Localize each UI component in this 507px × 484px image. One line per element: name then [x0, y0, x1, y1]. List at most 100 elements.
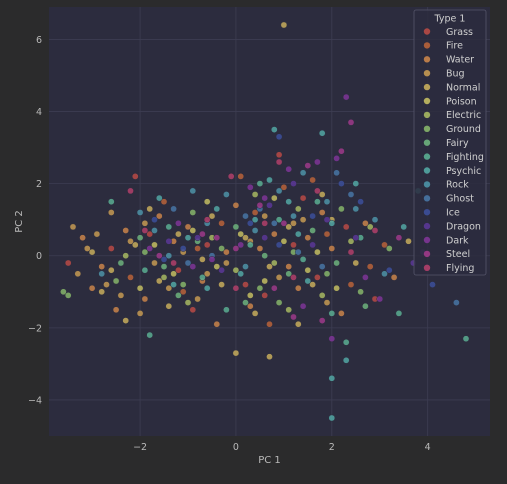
data-point-fairy [261, 252, 269, 260]
data-point-steel [213, 234, 221, 242]
legend-label-fighting: Fighting [446, 152, 484, 163]
data-point-psychic [304, 277, 312, 285]
y-tick-label: 6 [36, 35, 42, 46]
data-point-bug [127, 237, 134, 245]
data-point-dark [328, 335, 336, 343]
data-point-psychic [213, 205, 221, 213]
tick-labels: −2 0 2 4 −4 −2 0 2 4 6 [28, 35, 431, 453]
data-point-ice [385, 266, 393, 274]
x-tick-label: 0 [233, 442, 239, 453]
data-point-poison [136, 284, 144, 292]
data-point-psychic [352, 180, 360, 187]
data-points [60, 21, 470, 422]
data-point-electric [122, 252, 130, 260]
data-point-normal [405, 237, 412, 245]
data-point-electric [251, 191, 259, 198]
data-point-grass [146, 230, 154, 238]
data-point-ghost [170, 205, 177, 213]
data-point-poison [189, 227, 197, 234]
data-point-flying [371, 227, 379, 234]
data-point-bug [141, 219, 149, 227]
legend-marker-fighting [423, 153, 431, 160]
legend-label-rock: Rock [446, 180, 469, 191]
legend-label-ghost: Ghost [446, 194, 474, 205]
data-point-bug [323, 299, 331, 306]
data-point-electric [366, 223, 374, 231]
legend-box [413, 9, 487, 276]
y-axis-label: PC 2 [14, 210, 25, 233]
data-point-water [223, 248, 230, 256]
y-tick-label: 0 [36, 251, 42, 262]
data-point-flying [290, 274, 297, 281]
data-point-fire [127, 274, 134, 281]
data-point-water [270, 230, 278, 238]
legend-label-grass: Grass [446, 27, 473, 38]
legend-label-flying: Flying [446, 263, 474, 274]
data-point-dark [342, 93, 350, 101]
legend-items: Grass Fire Water Bug Normal Poison Electric Gro… [423, 27, 484, 274]
x-tick-label: −2 [133, 442, 147, 453]
data-point-normal [165, 302, 173, 310]
legend: Type 1 Grass Fire Water Bug Normal Poison Elec… [413, 9, 487, 276]
data-point-rock [299, 169, 307, 177]
data-point-dragon [218, 266, 225, 274]
legend-marker-grass [423, 28, 431, 35]
data-point-normal [266, 353, 273, 361]
data-point-rock [242, 263, 249, 270]
data-point-normal [309, 281, 316, 288]
data-point-bug [290, 219, 297, 227]
data-point-fairy [333, 259, 340, 267]
data-point-bug [194, 295, 201, 303]
x-tick-label: 2 [329, 442, 335, 453]
data-point-dark [299, 302, 307, 310]
data-point-water [390, 274, 398, 281]
data-point-water [213, 320, 221, 328]
legend-label-fire: Fire [446, 41, 463, 52]
data-point-grass [64, 259, 72, 267]
data-point-bug [74, 270, 82, 278]
data-point-normal [318, 191, 326, 198]
data-point-normal [199, 256, 206, 263]
data-point-water [338, 310, 345, 317]
data-point-rock [275, 187, 283, 195]
data-point-normal [352, 259, 360, 267]
data-point-dragon [266, 201, 273, 209]
data-point-fighting [299, 256, 307, 263]
legend-marker-poison [423, 97, 431, 105]
data-point-normal [155, 277, 163, 285]
data-point-ground [338, 205, 345, 213]
y-tick-label: 2 [36, 179, 42, 190]
data-point-rock [165, 252, 173, 260]
data-point-psychic [170, 281, 177, 288]
data-point-psychic [184, 234, 192, 242]
data-point-electric [184, 299, 192, 306]
data-point-rock [189, 187, 197, 195]
data-point-psychic [266, 176, 273, 184]
legend-title: Type 1 [434, 14, 466, 25]
data-point-water [256, 245, 264, 252]
data-point-ground [179, 281, 187, 288]
data-point-water [79, 234, 86, 242]
data-point-ice [160, 256, 168, 263]
data-point-normal [285, 223, 293, 231]
data-point-flying [275, 158, 283, 166]
data-point-flying [314, 187, 321, 195]
data-point-fighting [314, 198, 321, 206]
data-point-normal [232, 349, 240, 357]
data-point-steel [395, 234, 403, 242]
data-point-bug [107, 209, 115, 216]
data-point-normal [208, 212, 216, 220]
legend-marker-ghost [423, 195, 431, 202]
data-point-water [246, 302, 254, 310]
data-point-poison [151, 241, 158, 249]
legend-marker-dark [423, 236, 431, 244]
legend-label-poison: Poison [446, 96, 477, 107]
data-point-fighting [462, 335, 470, 343]
data-point-poison [304, 266, 312, 274]
data-point-bug [69, 223, 77, 231]
data-point-water [362, 219, 369, 227]
data-point-grass [107, 245, 115, 252]
data-point-ghost [242, 212, 249, 220]
legend-label-ground: Ground [446, 124, 481, 135]
